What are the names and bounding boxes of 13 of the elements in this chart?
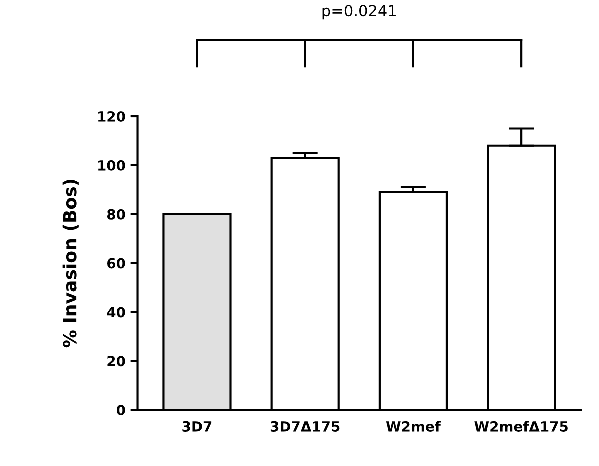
y-tick-label: 100 (98, 160, 126, 171)
y-tick-label: 20 (108, 356, 126, 367)
x-tick-label: 3D7Δ175 (270, 421, 340, 432)
y-tick-label: 60 (108, 258, 126, 269)
y-tick-label: 0 (116, 405, 126, 416)
text: p=0.0241 (322, 5, 396, 20)
y-tick-label: 120 (98, 111, 126, 122)
y-axis-title: % Invasion (Bos) (62, 180, 79, 348)
x-tick-label: 3D7 (182, 421, 212, 432)
x-tick-label: W2mef (386, 421, 442, 432)
x-tick-label: W2mefΔ175 (474, 421, 568, 432)
y-tick-label: 80 (107, 209, 126, 220)
y-tick-label: 40 (107, 307, 126, 318)
